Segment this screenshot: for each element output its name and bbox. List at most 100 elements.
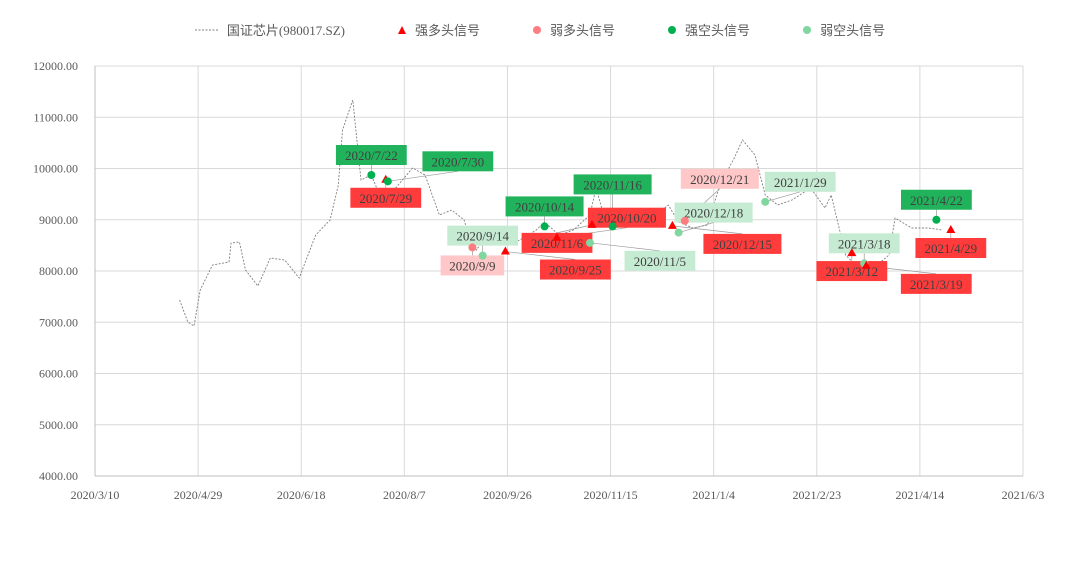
signal-label-box [422,151,494,172]
strong-bull-marker [946,225,956,233]
x-tick-label: 2021/6/3 [1002,488,1045,502]
signal-label: 2020/9/9 [449,258,495,273]
signal-label-box [447,225,519,246]
signal-leader-line [672,225,743,235]
weak-bear-marker [761,197,770,206]
circle-icon [533,25,542,34]
signal-label-box [335,145,407,166]
y-tick-label: 9000.00 [39,213,78,227]
strong-bear-marker [932,215,941,224]
signal-label-box [816,261,888,282]
legend-item-index[interactable]: 国证芯片(980017.SZ) [194,20,346,39]
signal-label-box [900,189,972,210]
signal-label: 2020/12/21 [690,172,749,187]
strong-bull-marker [667,220,677,229]
signal-label: 2021/3/19 [910,277,963,292]
legend-label: 强空头信号 [685,23,751,38]
signal-label: 2021/3/18 [838,236,891,251]
legend-label: 弱空头信号 [820,23,886,38]
strong-bull-marker [587,219,597,228]
strong-bear-marker [608,222,617,231]
weak-bear-marker [674,228,683,237]
legend-item-weak-bear[interactable]: 弱空头信号 [802,20,885,39]
signal-label: 2020/7/22 [345,148,398,163]
signal-label: 2021/4/22 [910,193,963,208]
signal-label: 2020/9/14 [456,229,509,244]
legend-label: 强多头信号 [415,23,481,38]
signal-label: 2020/7/29 [359,191,412,206]
signal-label-box [350,187,422,208]
signal-label: 2020/11/5 [634,254,686,269]
weak-bear-marker [478,251,487,260]
signal-label: 2020/9/25 [549,263,602,278]
signal-label-box [505,196,584,217]
signal-leader-line [556,224,593,234]
signal-label-box [900,273,972,294]
signal-label-box [440,255,505,276]
y-tick-label: 7000.00 [39,315,78,329]
x-tick-label: 2020/11/15 [583,488,637,502]
signal-label-box [624,250,696,271]
y-tick-label: 10000.00 [33,162,78,176]
weak-bull-marker [680,216,689,225]
strong-bull-marker [552,232,562,241]
signal-label-box [764,171,836,192]
x-tick-label: 2020/9/26 [483,488,532,502]
signal-label-box [674,202,753,223]
legend-item-strong-bull[interactable]: 强多头信号 [397,20,480,39]
weak-bull-marker [468,243,477,252]
signal-leader-line [765,191,801,203]
signal-leader-line [387,170,458,182]
signal-leader-line [505,251,576,260]
signal-label-box [680,168,759,189]
signal-label-box [587,207,666,228]
y-tick-label: 11000.00 [33,110,78,124]
signal-label: 2021/3/12 [825,264,878,279]
signal-label-box [521,232,593,253]
x-tick-label: 2021/4/14 [896,488,945,502]
signal-leader-line [678,222,714,233]
strong-bear-marker [540,222,549,231]
circle-icon [668,25,677,34]
strong-bull-marker [847,248,857,257]
y-tick-label: 12000.00 [33,59,78,73]
y-tick-label: 5000.00 [39,418,78,432]
legend-label: 国证芯片(980017.SZ) [226,23,346,38]
signal-label-box [828,233,900,254]
dashed-line-icon [194,29,219,30]
circle-icon [803,25,812,34]
signal-label: 2020/12/15 [713,237,772,252]
weak-bear-marker [585,238,594,247]
y-tick-label: 4000.00 [39,469,78,483]
legend-item-weak-bull[interactable]: 弱多头信号 [532,20,615,39]
signal-label: 2020/10/20 [597,211,656,226]
legend: 国证芯片(980017.SZ) 强多头信号 弱多头信号 强空头信号 弱空头信号 [0,20,1080,39]
signal-label: 2020/12/18 [684,206,743,221]
x-tick-label: 2021/1/4 [692,488,735,502]
y-tick-label: 6000.00 [39,367,78,381]
signal-label: 2020/11/16 [583,177,642,192]
signal-label-box [539,259,611,280]
x-tick-label: 2020/4/29 [174,488,223,502]
signal-label: 2021/1/29 [774,175,827,190]
legend-item-strong-bear[interactable]: 强空头信号 [667,20,750,39]
signal-label-box [915,238,987,258]
triangle-icon [398,25,407,34]
x-tick-label: 2020/6/18 [277,488,326,502]
signal-leader-line [589,242,660,252]
index-line [179,99,943,327]
x-tick-label: 2021/2/23 [792,488,841,502]
signal-label: 2020/10/14 [515,199,575,214]
strong-bear-marker [383,177,392,186]
signal-label-box [703,233,782,254]
strong-bull-marker [500,246,510,255]
x-tick-label: 2020/3/10 [71,488,120,502]
x-tick-label: 2020/8/7 [383,488,426,502]
signal-labels: 2020/7/22 2020/7/29 2020/7/30 2020/9/9 2020/… [335,145,987,294]
signal-label-box [573,174,652,195]
y-tick-label: 8000.00 [39,264,78,278]
signal-label: 2020/11/6 [531,236,584,251]
strong-bear-marker [367,171,376,180]
